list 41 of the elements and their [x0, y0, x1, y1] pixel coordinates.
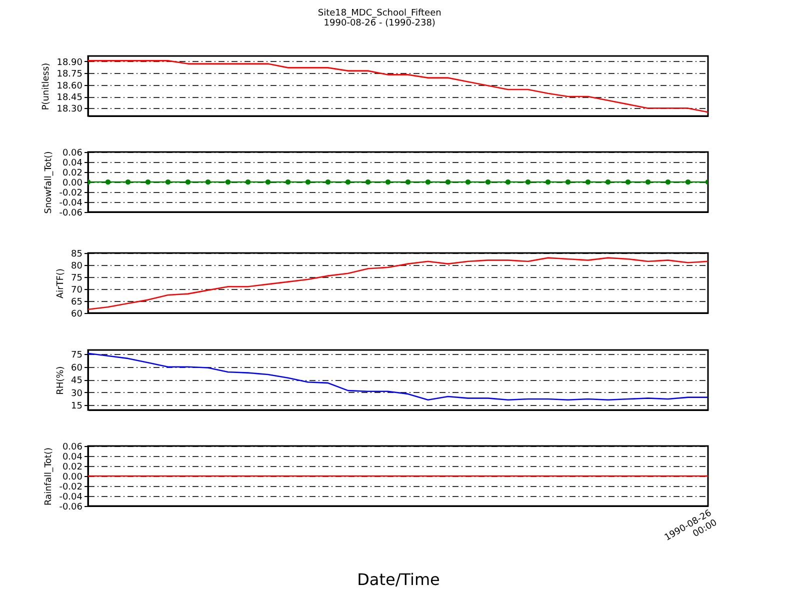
y-tick-label: -0.06	[59, 502, 83, 512]
chart-subtitle: 1990-08-26 - (1990-238)	[324, 18, 436, 28]
line-series	[88, 352, 708, 401]
y-tick-label: 75	[71, 350, 82, 361]
y-tick-label: -0.02	[59, 482, 82, 492]
y-tick-label: 18.90	[56, 58, 83, 68]
y-axis-title: AirTF()	[56, 268, 66, 299]
y-tick-label: -0.04	[59, 492, 83, 502]
line-series	[88, 60, 708, 113]
y-tick-label: 0.02	[62, 462, 82, 472]
y-tick-label: 18.30	[56, 104, 83, 115]
y-tick-label: 18.60	[56, 81, 83, 92]
x-axis-title: Date/Time	[357, 570, 440, 589]
y-tick-label: 65	[71, 298, 82, 308]
y-tick-label: 0.06	[62, 148, 83, 158]
y-axis-title: RH(%)	[56, 366, 66, 395]
y-tick-label: 85	[71, 250, 82, 260]
y-tick-label: 0.04	[62, 158, 83, 168]
y-tick-label: 15	[71, 401, 82, 412]
y-tick-label: -0.06	[59, 208, 83, 218]
y-tick-label: 70	[71, 286, 83, 296]
y-tick-label: 0.04	[62, 452, 83, 462]
y-tick-label: 60	[71, 363, 83, 374]
y-tick-label: 30	[71, 388, 83, 399]
y-tick-label: 0.02	[62, 168, 82, 178]
y-tick-label: 18.75	[56, 70, 82, 80]
y-axis-title: P(unitless)	[42, 62, 52, 110]
y-tick-label: -0.04	[59, 198, 83, 208]
y-tick-label: 0.00	[62, 472, 83, 482]
y-tick-label: 75	[71, 274, 82, 284]
chart-title: Site18_MDC_School_Fifteen	[318, 8, 442, 18]
y-tick-label: -0.02	[59, 188, 82, 198]
y-tick-label: 60	[71, 310, 83, 320]
y-tick-label: 18.45	[56, 93, 82, 104]
line-series	[88, 257, 708, 310]
y-tick-label: 0.06	[62, 442, 83, 452]
y-tick-label: 45	[71, 376, 82, 386]
y-tick-label: 80	[71, 262, 83, 272]
y-axis-title: Snowfall_Tot()	[44, 151, 54, 214]
y-axis-title: Rainfall_Tot()	[44, 448, 54, 506]
y-tick-label: 0.00	[62, 178, 83, 188]
